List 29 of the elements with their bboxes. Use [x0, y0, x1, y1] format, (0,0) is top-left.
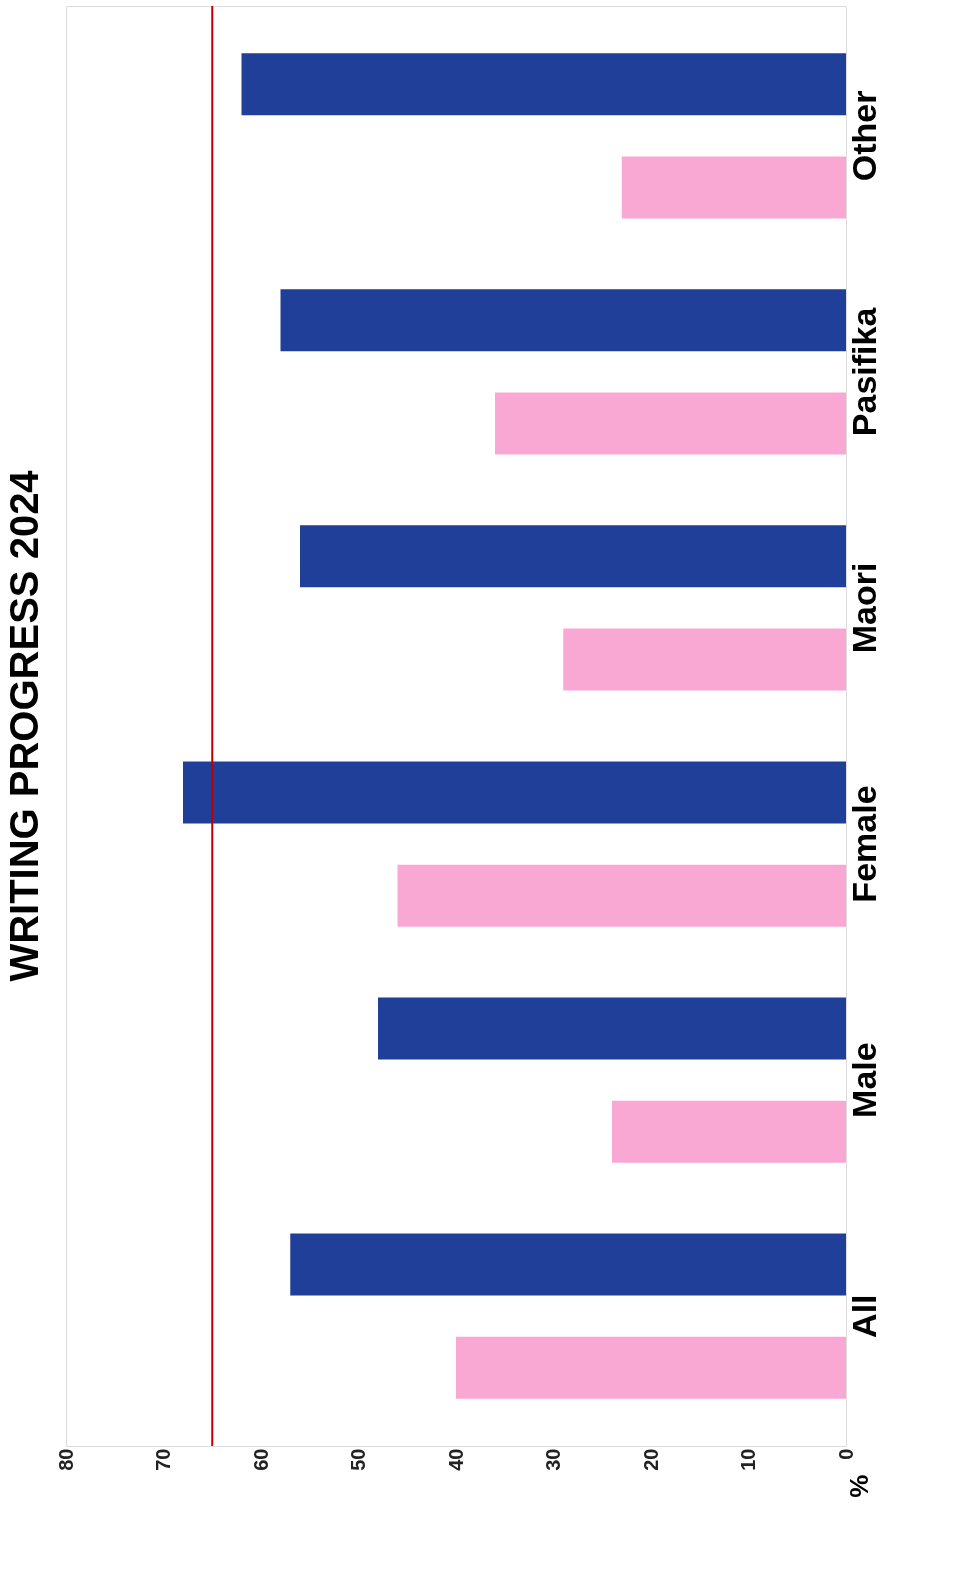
y-tick-label: Maori: [844, 562, 883, 654]
x-tick-label: 60: [249, 1448, 272, 1471]
bar: [456, 1336, 846, 1399]
y-axis-title: %: [843, 1474, 874, 1498]
x-tick-label: 0: [834, 1448, 857, 1460]
x-tick-label: 70: [152, 1448, 174, 1471]
y-tick-label: Pasifika: [844, 306, 883, 437]
y-tick-label: Female: [844, 785, 883, 903]
bar: [183, 761, 846, 824]
bar: [290, 1233, 846, 1296]
y-tick-label: Male: [844, 1042, 883, 1118]
y-tick-label: All: [844, 1294, 883, 1338]
x-tick-label: 30: [542, 1448, 564, 1471]
x-tick-label: 40: [444, 1448, 467, 1471]
bar: [241, 53, 846, 116]
x-tick-label: 10: [737, 1448, 759, 1471]
bar: [300, 525, 846, 588]
bar: [563, 628, 846, 691]
bar: [397, 864, 846, 927]
bar: [621, 156, 846, 219]
x-tick-label: 20: [639, 1448, 662, 1471]
bar: [378, 997, 846, 1060]
x-tick-label: 80: [54, 1448, 77, 1471]
bar: [495, 392, 846, 455]
text: WRITING PROGRESS 2024: [2, 469, 46, 982]
bar: [280, 289, 846, 352]
x-tick-label: 50: [347, 1448, 369, 1471]
y-tick-label: Other: [844, 90, 883, 182]
bar: [612, 1100, 846, 1163]
